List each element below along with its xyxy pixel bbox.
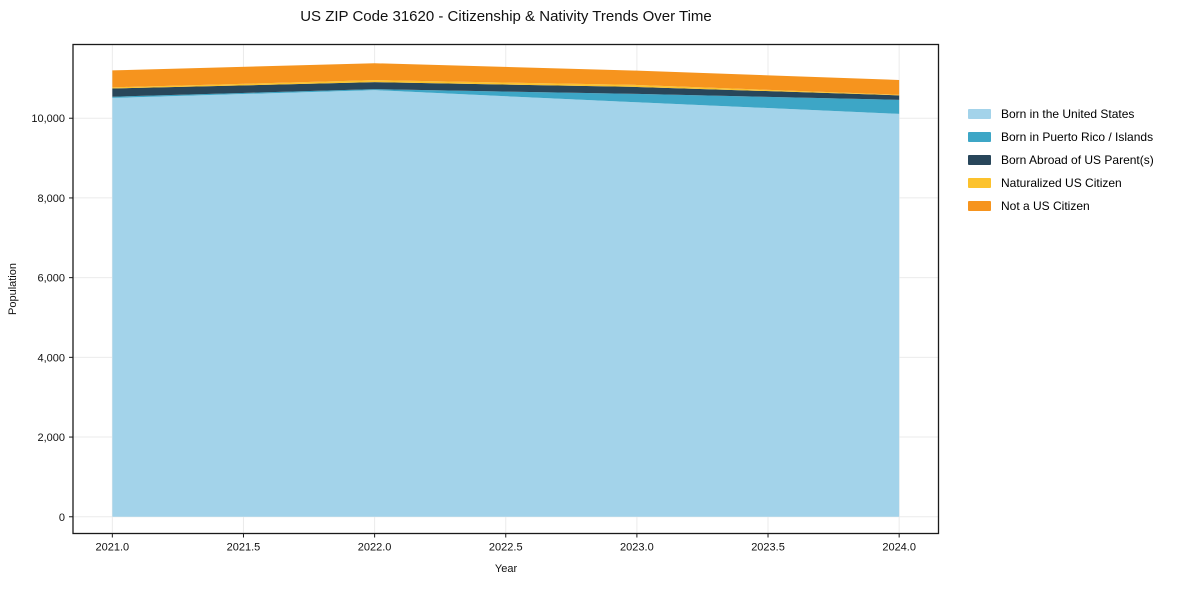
legend-swatch <box>968 177 991 188</box>
legend-label: Born in Puerto Rico / Islands <box>1001 129 1154 144</box>
y-tick-label: 2,000 <box>37 432 65 444</box>
area-series-4 <box>112 63 900 95</box>
legend-swatch <box>968 200 991 211</box>
legend-item-4: Not a US Citizen <box>968 194 1154 217</box>
x-tick-label: 2022.0 <box>358 542 392 554</box>
legend-label: Born in the United States <box>1001 106 1135 121</box>
y-tick-label: 10,000 <box>31 113 65 125</box>
area-series-0 <box>112 90 900 517</box>
y-axis-label: Population <box>7 263 19 315</box>
x-axis-label: Year <box>494 563 518 575</box>
x-tick-label: 2021.5 <box>227 542 261 554</box>
y-tick-label: 4,000 <box>37 352 65 364</box>
area-series-2 <box>112 82 900 100</box>
area-series-1 <box>112 89 900 114</box>
legend: Born in the United States Born in Puerto … <box>968 102 1154 217</box>
x-tick-label: 2023.5 <box>751 542 785 554</box>
y-tick-label: 0 <box>59 512 65 524</box>
x-tick-label: 2023.0 <box>620 542 654 554</box>
area-series-3 <box>112 80 900 96</box>
y-tick-label: 8,000 <box>37 193 65 205</box>
chart-title: US ZIP Code 31620 - Citizenship & Nativi… <box>300 8 712 25</box>
legend-item-1: Born in Puerto Rico / Islands <box>968 125 1154 148</box>
legend-label: Born Abroad of US Parent(s) <box>1001 152 1154 167</box>
legend-item-0: Born in the United States <box>968 102 1154 125</box>
legend-swatch <box>968 108 991 119</box>
legend-label: Naturalized US Citizen <box>1001 175 1122 190</box>
legend-item-2: Born Abroad of US Parent(s) <box>968 148 1154 171</box>
y-tick-label: 6,000 <box>37 273 65 285</box>
x-tick-label: 2022.5 <box>489 542 523 554</box>
legend-item-3: Naturalized US Citizen <box>968 171 1154 194</box>
legend-swatch <box>968 131 991 142</box>
x-tick-label: 2021.0 <box>96 542 130 554</box>
x-tick-label: 2024.0 <box>882 542 916 554</box>
legend-label: Not a US Citizen <box>1001 198 1090 213</box>
legend-swatch <box>968 154 991 165</box>
